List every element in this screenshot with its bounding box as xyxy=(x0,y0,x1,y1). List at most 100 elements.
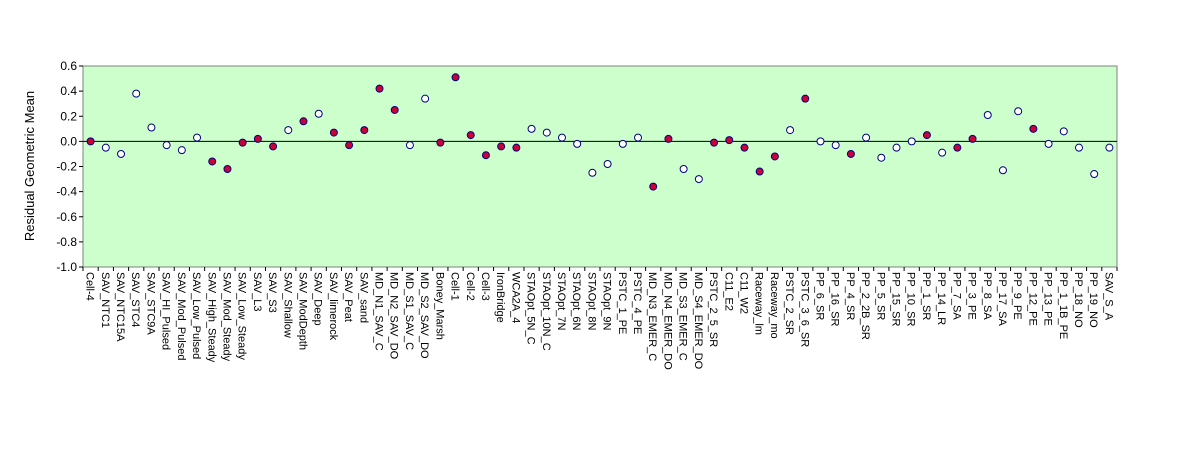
x-tick-label: PP_8_SA xyxy=(981,272,993,320)
x-tick-label: STAOpt_9N xyxy=(601,272,613,331)
x-tick-label: SAV_NTC15A xyxy=(114,272,126,342)
x-tick-label: PP_5_SR xyxy=(874,272,886,320)
x-tick-label: PSTC_2_SR xyxy=(783,272,795,335)
y-axis-label: Residual Geometric Mean xyxy=(22,91,37,241)
x-tick-label: SAV_STC9A xyxy=(144,272,156,335)
data-point xyxy=(299,117,308,126)
x-tick-label: SAV_Mod_Steady xyxy=(220,272,232,362)
data-point xyxy=(481,151,490,160)
x-tick-label: SAV_Mod_Pulsed xyxy=(175,272,187,360)
x-tick-label: MD_N3_EMER_C xyxy=(646,272,658,361)
x-tick-label: SAV_sand xyxy=(357,272,369,323)
data-point xyxy=(253,134,262,143)
data-point xyxy=(436,138,445,147)
x-tick-label: PP_3_PE xyxy=(966,272,978,320)
y-tick-label: -1.0 xyxy=(56,260,77,274)
x-tick-label: SAV_Low_Steady xyxy=(236,272,248,360)
x-tick-label: PP_15_SR xyxy=(890,272,902,326)
data-point xyxy=(694,175,703,184)
data-point xyxy=(1059,127,1068,136)
data-point xyxy=(421,94,430,103)
data-point xyxy=(451,73,460,82)
x-tick-label: Cell-2 xyxy=(464,272,476,301)
x-tick-label: SAV_ModDepth xyxy=(296,272,308,350)
data-point xyxy=(1090,170,1099,179)
data-point xyxy=(634,133,643,142)
x-tick-label: C11_W2 xyxy=(737,272,749,314)
data-point xyxy=(284,126,293,135)
data-point xyxy=(329,128,338,137)
data-point xyxy=(831,141,840,150)
x-tick-label: MD_S3_EMER_C xyxy=(677,272,689,361)
x-tick-label: PP_6_SR xyxy=(813,272,825,320)
x-tick-label: SAV_S3 xyxy=(266,272,278,313)
data-point xyxy=(801,94,810,103)
data-point xyxy=(573,139,582,148)
x-tick-label: SAV_Deep xyxy=(312,272,324,326)
x-axis: Cell-4 SAV_NTC1 SAV_NTC15A SAV_STC4 SAV_STC9… xyxy=(82,267,1118,370)
data-point xyxy=(588,168,597,177)
data-point xyxy=(603,159,612,168)
x-tick-label: PP_17_SA xyxy=(996,272,1008,326)
data-point xyxy=(1029,124,1038,133)
data-point xyxy=(922,131,931,140)
data-point xyxy=(649,182,658,191)
data-point xyxy=(177,146,186,155)
x-tick-label: PP_12_PE xyxy=(1026,272,1038,326)
data-point xyxy=(117,149,126,158)
data-point xyxy=(770,152,779,161)
x-tick-label: PSTC_1_PE xyxy=(616,272,628,334)
data-point xyxy=(269,142,278,151)
data-points xyxy=(86,73,1114,191)
x-tick-label: STAOpt_7N xyxy=(555,272,567,331)
x-tick-label: PSTC_2_5_SR xyxy=(707,272,719,347)
y-axis: 0.6 0.4 0.2 0.0 -0.2 -0.4 -0.6 -0.8 -1.0 xyxy=(56,59,83,274)
data-point xyxy=(223,165,232,174)
x-tick-label: SAV_High_Steady xyxy=(205,272,217,363)
x-tick-label: Boney_Marsh xyxy=(433,272,445,340)
x-tick-label: SAV_Low_Pulsed xyxy=(190,272,202,359)
x-tick-label: MD_S2_SAV_DO xyxy=(418,272,430,359)
y-tick-label: 0.2 xyxy=(60,109,77,123)
data-point xyxy=(208,157,217,166)
y-tick-label: -0.8 xyxy=(56,235,77,249)
x-tick-label: MD_N1_SAV_C xyxy=(373,272,385,351)
data-point xyxy=(527,124,536,133)
data-point xyxy=(557,133,566,142)
data-point xyxy=(132,89,141,98)
y-tick-label: -0.2 xyxy=(56,160,77,174)
x-tick-label: IronBridge xyxy=(494,272,506,323)
x-tick-label: PP_19_NO xyxy=(1087,272,1099,328)
y-tick-label: 0.6 xyxy=(60,59,77,73)
x-tick-label: MD_N4_EMER_DO xyxy=(661,272,673,370)
data-point xyxy=(314,109,323,118)
x-tick-label: PP_16_SR xyxy=(829,272,841,326)
x-tick-label: PSTC_3_6_SR xyxy=(798,272,810,347)
x-tick-label: PP_1_1B_PE xyxy=(1057,272,1069,339)
data-point xyxy=(1014,107,1023,116)
data-point xyxy=(1044,139,1053,148)
data-point xyxy=(238,138,247,147)
x-tick-label: PP_2_2B_SR xyxy=(859,272,871,340)
data-point xyxy=(816,137,825,146)
x-tick-label: MD_S4_EMER_DO xyxy=(692,272,704,370)
data-point xyxy=(542,128,551,137)
y-tick-label: -0.6 xyxy=(56,210,77,224)
x-tick-label: Raceway_lm xyxy=(753,272,765,335)
data-point xyxy=(162,141,171,150)
data-point xyxy=(345,141,354,150)
data-point xyxy=(725,136,734,145)
x-tick-label: STAOpt_8N xyxy=(585,272,597,331)
x-tick-label: SAV_L3 xyxy=(251,272,263,312)
data-point xyxy=(1105,143,1114,152)
data-point xyxy=(983,110,992,119)
x-tick-label: Raceway_mo xyxy=(768,272,780,339)
x-tick-label: PP_4_SR xyxy=(844,272,856,320)
x-tick-label: WCA2A_4 xyxy=(509,272,521,323)
data-point xyxy=(375,84,384,93)
data-point xyxy=(101,143,110,152)
plot-area xyxy=(82,65,1118,268)
x-tick-label: PP_14_LR xyxy=(935,272,947,325)
x-tick-label: SAV_limerock xyxy=(327,272,339,341)
